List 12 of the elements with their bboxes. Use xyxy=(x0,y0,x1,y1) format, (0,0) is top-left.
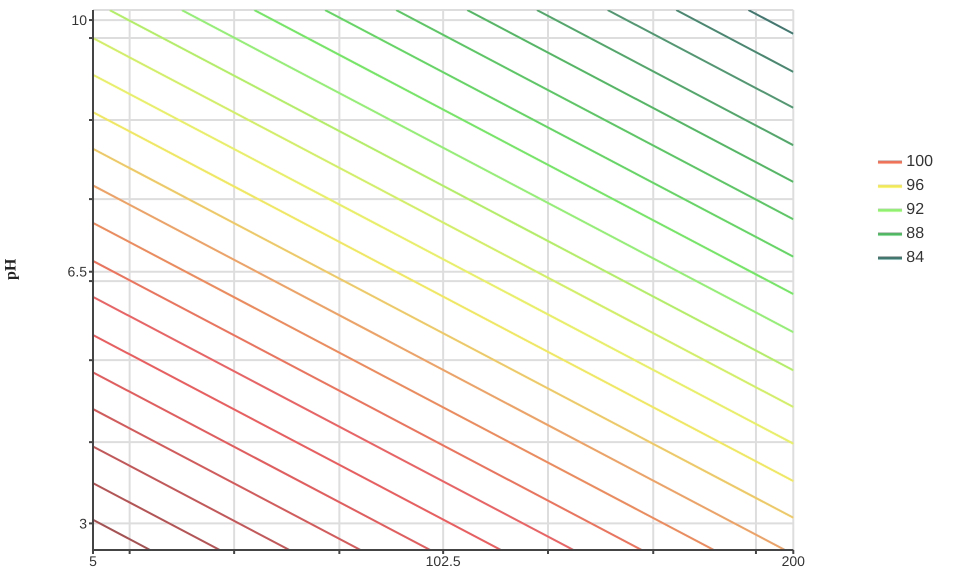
legend-label: 92 xyxy=(906,201,924,218)
x-tick-label: 200 xyxy=(782,552,806,569)
x-tick-label: 102.5 xyxy=(426,552,461,569)
x-tick-label: 5 xyxy=(89,552,98,569)
y-tick-label: 6.5 xyxy=(68,264,88,280)
legend-label: 96 xyxy=(906,177,924,194)
legend-label: 84 xyxy=(906,249,924,266)
y-tick-label: 3 xyxy=(79,515,88,532)
y-axis-title: pH xyxy=(2,258,20,280)
legend-label: 88 xyxy=(906,225,924,242)
y-tick-label: 10 xyxy=(71,12,88,28)
legend-label: 100 xyxy=(906,153,933,170)
